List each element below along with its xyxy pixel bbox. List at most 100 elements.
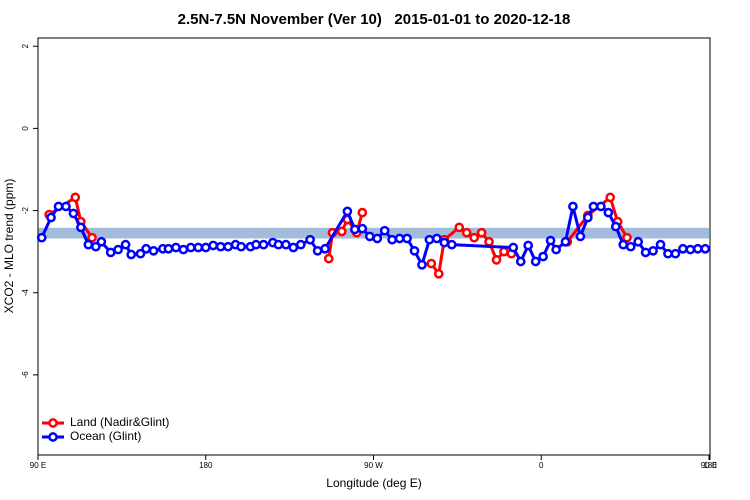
data-point (508, 242, 519, 253)
data-point (223, 241, 233, 252)
data-point (433, 268, 444, 279)
data-point (90, 241, 101, 252)
data-point (610, 221, 621, 232)
data-point (200, 242, 211, 253)
data-point (76, 222, 86, 233)
data-point (678, 243, 688, 254)
data-point (295, 239, 306, 250)
data-point (596, 201, 606, 212)
data-point (568, 201, 578, 212)
data-point (476, 227, 487, 238)
data-point (148, 245, 159, 256)
x-tick-label: 90 E (701, 461, 717, 470)
data-point (640, 247, 651, 258)
legend-label: Land (Nadir&Glint) (70, 415, 169, 429)
series-line (48, 195, 629, 276)
data-point (105, 247, 116, 258)
data-point (622, 232, 632, 243)
data-point (193, 242, 204, 253)
data-point (545, 235, 556, 246)
y-tick-label: 2 (21, 43, 30, 48)
data-point (446, 239, 457, 250)
data-point (185, 242, 196, 253)
plot-frame (37, 37, 711, 456)
data-point (70, 192, 81, 203)
data-point (424, 234, 435, 245)
data-point (288, 242, 299, 253)
data-point (379, 225, 390, 236)
data-point (515, 256, 526, 267)
data-point (251, 239, 261, 250)
data-point (551, 244, 562, 255)
data-point (215, 241, 226, 252)
data-point (323, 253, 334, 264)
data-point (670, 248, 681, 259)
x-tick-label: 90 W (364, 461, 383, 470)
data-point (46, 212, 56, 223)
data-point (163, 243, 174, 254)
data-point (258, 239, 269, 250)
y-tick-label: -4 (21, 289, 30, 297)
data-point (618, 239, 629, 250)
data-point (588, 201, 599, 212)
data-point (655, 239, 666, 250)
data-point (135, 248, 146, 259)
x-axis-label: Longitude (deg E) (326, 476, 421, 490)
data-point (320, 243, 330, 254)
data-point (685, 244, 696, 255)
x-tick-label: 90 E (30, 461, 46, 470)
data-point (469, 232, 479, 243)
x-tick-label: 180 (703, 461, 717, 470)
data-point (523, 240, 534, 251)
data-point (692, 243, 703, 254)
data-point (350, 224, 360, 235)
data-point (394, 233, 405, 244)
data-point (432, 233, 442, 244)
data-point (171, 242, 181, 253)
legend-label: Ocean (Glint) (70, 429, 141, 443)
data-point (603, 207, 614, 218)
data-point (417, 259, 427, 270)
data-point (461, 227, 472, 238)
data-point (305, 234, 315, 245)
x-tick-label: 180 (199, 461, 213, 470)
data-point (312, 245, 323, 256)
data-point (357, 223, 368, 234)
data-point (648, 245, 658, 256)
y-tick-label: -2 (21, 206, 30, 214)
data-point (83, 239, 94, 250)
data-point (530, 256, 541, 267)
data-point (236, 241, 247, 252)
data-point (208, 240, 219, 251)
data-point (663, 248, 673, 259)
data-point (491, 255, 502, 265)
data-point (96, 236, 107, 247)
data-point (499, 246, 509, 257)
data-point (61, 201, 71, 212)
data-point (120, 239, 131, 250)
data-point (126, 249, 137, 260)
data-point (538, 251, 548, 262)
x-tick-label: 0 (539, 461, 544, 470)
data-point (364, 231, 375, 242)
legend-marker (48, 432, 58, 442)
data-point (281, 239, 291, 250)
data-point (357, 207, 368, 218)
data-point (409, 245, 420, 256)
data-point (68, 208, 79, 219)
data-point (633, 236, 644, 247)
y-tick-label: 0 (21, 126, 30, 131)
y-tick-label: -6 (21, 371, 30, 379)
data-point (53, 201, 64, 212)
data-point (625, 241, 636, 252)
data-point (342, 206, 353, 217)
chart-title: 2.5N-7.5N November (Ver 10) 2015-01-01 t… (178, 11, 571, 28)
data-point (402, 233, 412, 244)
data-point (484, 236, 494, 247)
data-point (372, 233, 383, 244)
legend-marker (48, 418, 58, 428)
data-point (178, 244, 189, 255)
data-point (113, 244, 123, 255)
data-point (141, 243, 151, 254)
